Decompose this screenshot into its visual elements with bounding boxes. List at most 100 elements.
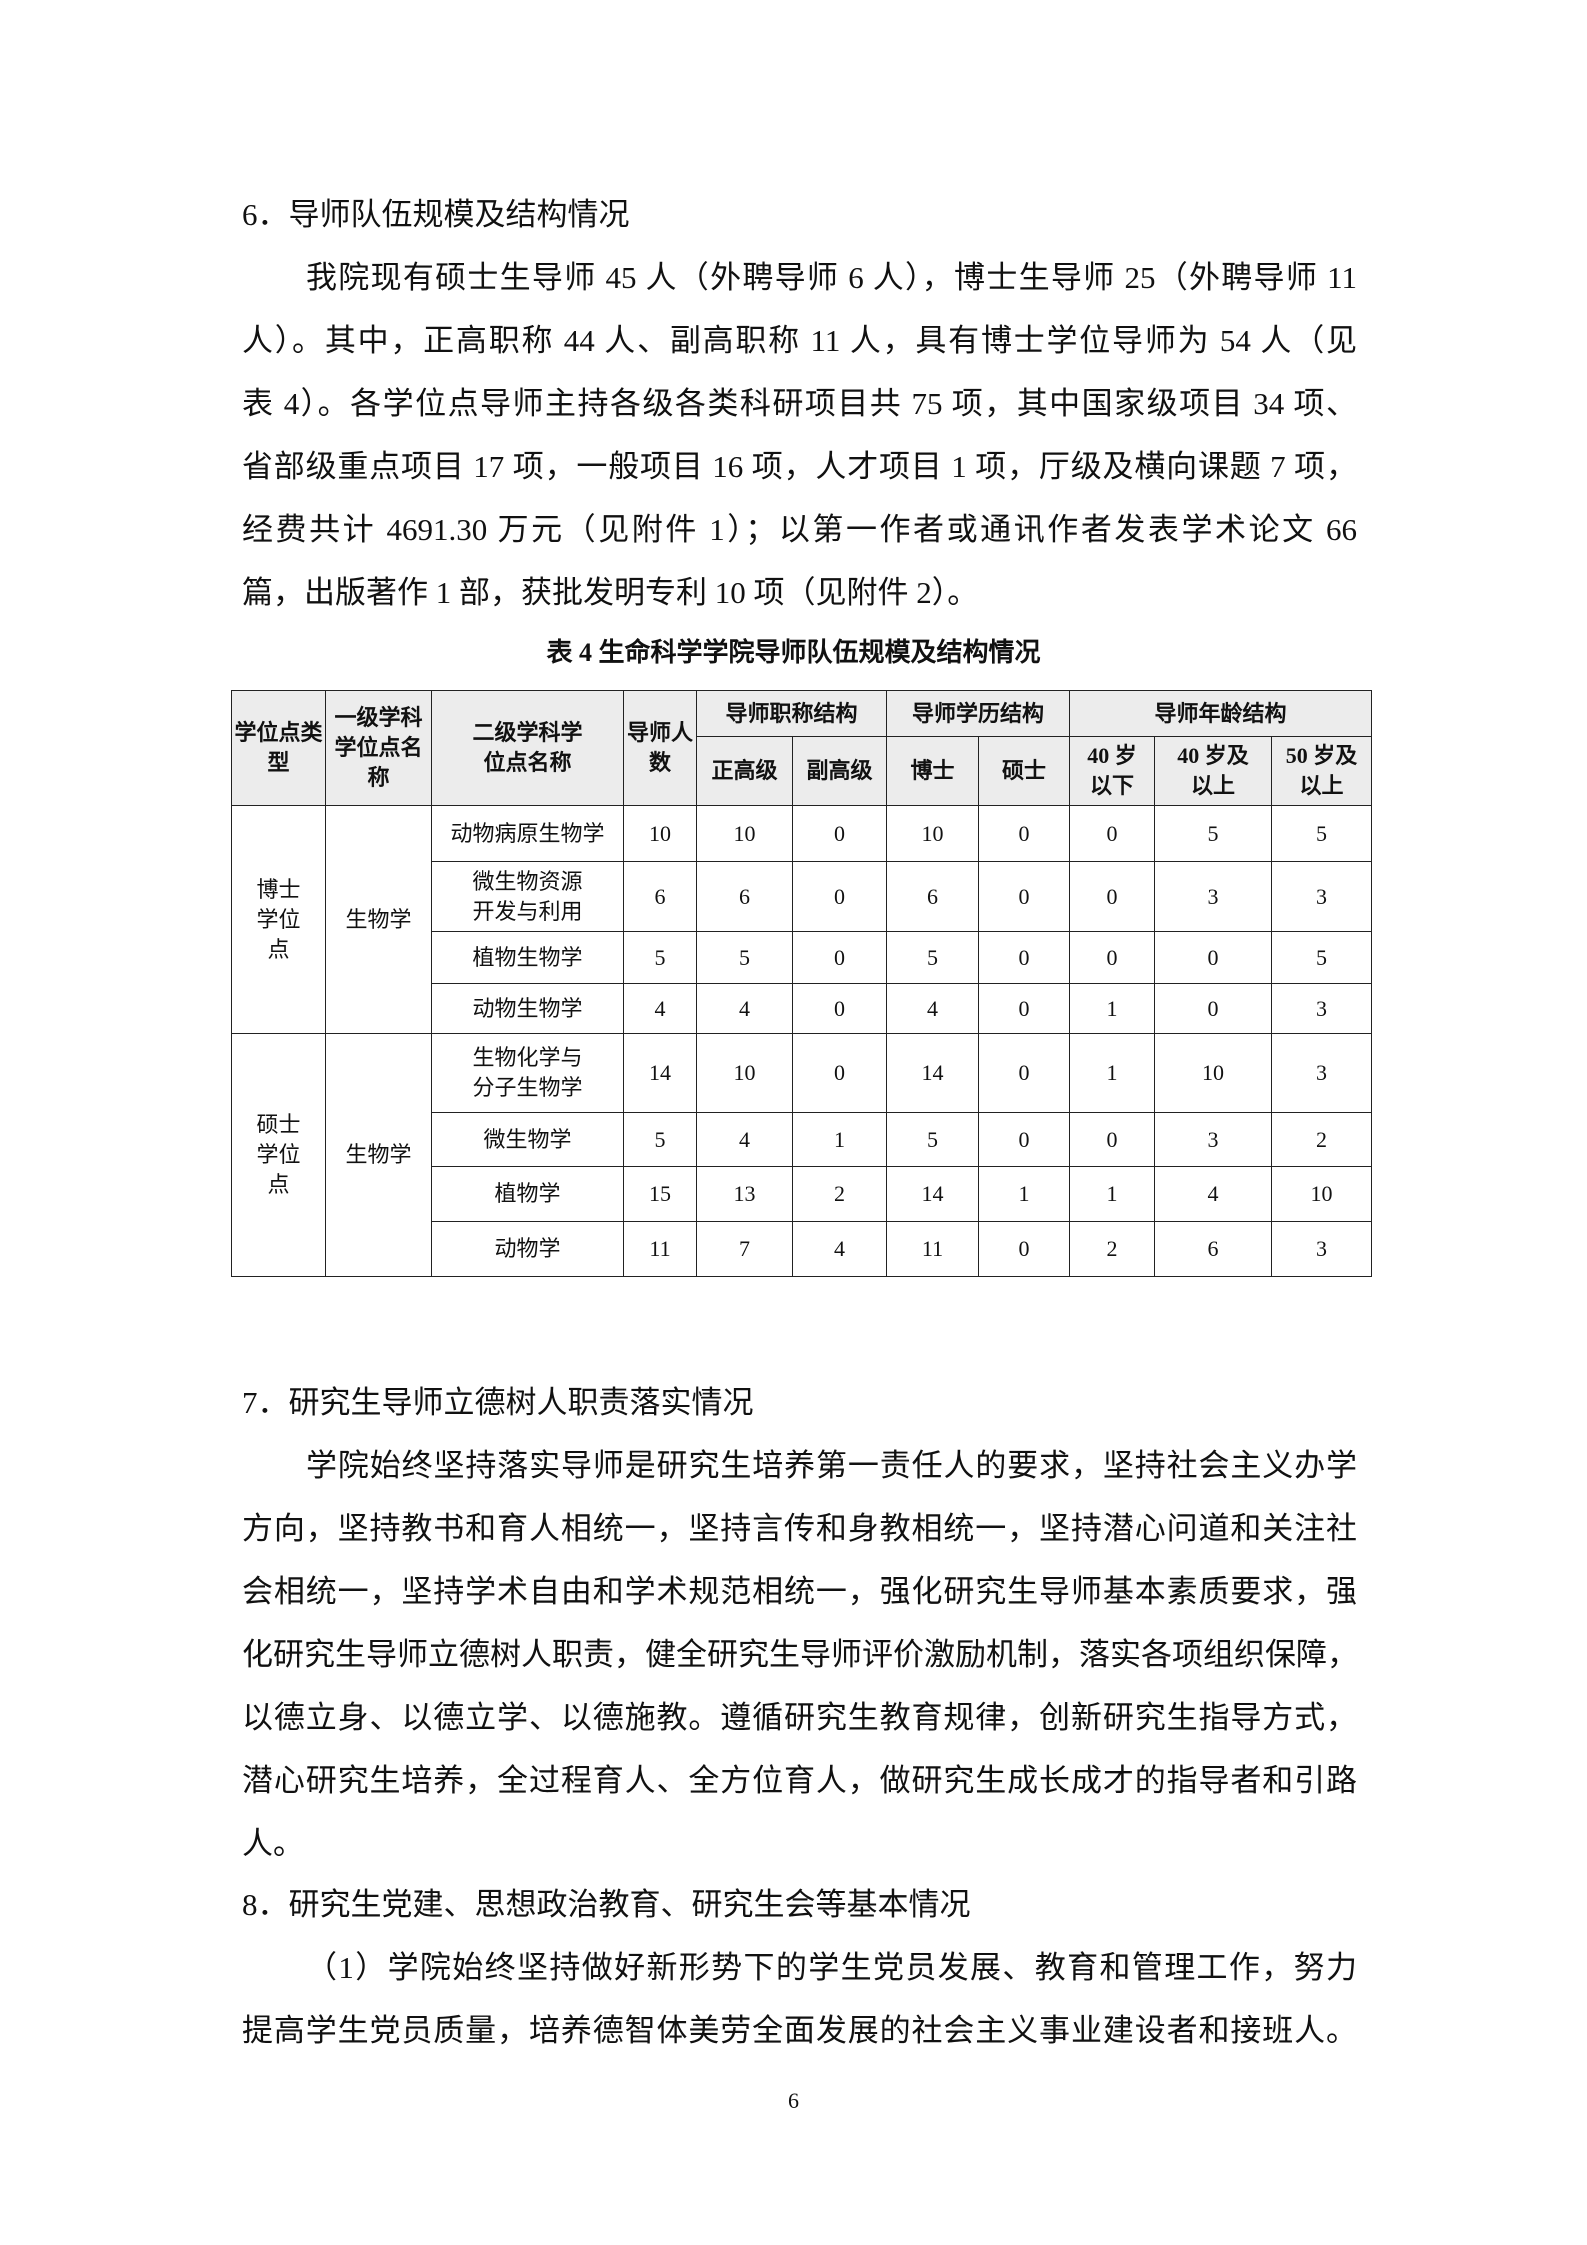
value-cell: 5 bbox=[886, 931, 980, 984]
paragraph-line: 以德立身、以德立学、以德施教。遵循研究生教育规律，创新研究生指导方式， bbox=[242, 1700, 1357, 1735]
value-cell: 5 bbox=[1154, 805, 1273, 862]
value-cell: 0 bbox=[1069, 1112, 1156, 1167]
paragraph-line: 经费共计 4691.30 万元（见附件 1）；以第一作者或通讯作者发表学术论文 … bbox=[242, 512, 1357, 547]
value-cell: 1 bbox=[791, 1112, 888, 1167]
value-cell: 10 bbox=[1154, 1033, 1273, 1113]
table-row: 微生物学 5 4 1 5 0 0 3 2 bbox=[232, 1112, 1373, 1167]
paragraph-line: 会相统一，坚持学术自由和学术规范相统一，强化研究生导师基本素质要求，强 bbox=[242, 1574, 1357, 1609]
first-level-cell: 生物学 bbox=[325, 1033, 432, 1277]
value-cell: 0 bbox=[1154, 983, 1273, 1034]
value-cell: 3 bbox=[1154, 861, 1273, 932]
advisor-structure-table: 学位点类型 一级学科学位点名称 二级学科学位点名称 导师人数 导师职称结构 导师… bbox=[231, 690, 1373, 1277]
header-sub: 50 岁及以上 bbox=[1271, 736, 1373, 806]
header-sub: 40 岁以下 bbox=[1069, 736, 1156, 806]
value-cell: 3 bbox=[1271, 983, 1373, 1034]
value-cell: 2 bbox=[1271, 1112, 1373, 1167]
value-cell: 0 bbox=[978, 805, 1071, 862]
table-row: 微生物资源开发与利用 6 6 0 6 0 0 3 3 bbox=[232, 861, 1373, 932]
value-cell: 1 bbox=[1069, 983, 1156, 1034]
value-cell: 4 bbox=[696, 983, 793, 1034]
second-level-cell: 植物生物学 bbox=[431, 931, 624, 984]
value-cell: 14 bbox=[886, 1033, 980, 1113]
value-cell: 1 bbox=[978, 1166, 1071, 1222]
second-level-cell: 生物化学与分子生物学 bbox=[431, 1033, 624, 1113]
value-cell: 0 bbox=[978, 983, 1071, 1034]
value-cell: 0 bbox=[791, 931, 888, 984]
paragraph-line: 人）。其中，正高职称 44 人、副高职称 11 人，具有博士学位导师为 54 人… bbox=[242, 323, 1357, 358]
value-cell: 0 bbox=[791, 1033, 888, 1113]
value-cell: 4 bbox=[696, 1112, 793, 1167]
table-row: 植物生物学 5 5 0 5 0 0 0 5 bbox=[232, 931, 1373, 984]
paragraph-line: 省部级重点项目 17 项，一般项目 16 项，人才项目 1 项，厅级及横向课题 … bbox=[242, 449, 1357, 484]
paragraph-line: 学院始终坚持落实导师是研究生培养第一责任人的要求，坚持社会主义办学 bbox=[306, 1448, 1357, 1483]
second-level-cell: 动物病原生物学 bbox=[431, 805, 624, 862]
value-cell: 0 bbox=[978, 861, 1071, 932]
paragraph-line: 表 4）。各学位点导师主持各级各类科研项目共 75 项，其中国家级项目 34 项… bbox=[242, 386, 1357, 421]
value-cell: 7 bbox=[696, 1221, 793, 1277]
header-second-level: 二级学科学位点名称 bbox=[431, 690, 624, 806]
value-cell: 11 bbox=[886, 1221, 980, 1277]
value-cell: 14 bbox=[623, 1033, 697, 1113]
value-cell: 10 bbox=[623, 805, 697, 862]
paragraph-line: （1）学院始终坚持做好新形势下的学生党员发展、教育和管理工作，努力 bbox=[306, 1950, 1357, 1985]
value-cell: 2 bbox=[1069, 1221, 1156, 1277]
header-age-group: 导师年龄结构 bbox=[1069, 690, 1373, 737]
value-cell: 10 bbox=[1271, 1166, 1373, 1222]
header-count: 导师人数 bbox=[623, 690, 697, 806]
value-cell: 0 bbox=[978, 1033, 1071, 1113]
value-cell: 0 bbox=[791, 983, 888, 1034]
second-level-cell: 微生物资源开发与利用 bbox=[431, 861, 624, 932]
second-level-cell: 动物生物学 bbox=[431, 983, 624, 1034]
value-cell: 3 bbox=[1271, 1221, 1373, 1277]
value-cell: 13 bbox=[696, 1166, 793, 1222]
header-sub: 博士 bbox=[886, 736, 980, 806]
paragraph-line: 篇，出版著作 1 部，获批发明专利 10 项（见附件 2）。 bbox=[242, 575, 979, 610]
value-cell: 1 bbox=[1069, 1166, 1156, 1222]
value-cell: 3 bbox=[1271, 1033, 1373, 1113]
first-level-cell: 生物学 bbox=[325, 805, 432, 1034]
value-cell: 4 bbox=[623, 983, 697, 1034]
value-cell: 0 bbox=[1069, 805, 1156, 862]
header-edu-group: 导师学历结构 bbox=[886, 690, 1071, 737]
value-cell: 14 bbox=[886, 1166, 980, 1222]
value-cell: 5 bbox=[696, 931, 793, 984]
header-sub: 正高级 bbox=[696, 736, 793, 806]
second-level-cell: 动物学 bbox=[431, 1221, 624, 1277]
table-caption: 表 4 生命科学学院导师队伍规模及结构情况 bbox=[546, 638, 1041, 667]
value-cell: 4 bbox=[1154, 1166, 1273, 1222]
header-first-level: 一级学科学位点名称 bbox=[325, 690, 432, 806]
page-number: 6 bbox=[788, 2088, 799, 2113]
value-cell: 0 bbox=[1069, 861, 1156, 932]
value-cell: 0 bbox=[978, 931, 1071, 984]
value-cell: 6 bbox=[696, 861, 793, 932]
header-sub: 40 岁及以上 bbox=[1154, 736, 1273, 806]
value-cell: 4 bbox=[886, 983, 980, 1034]
value-cell: 6 bbox=[623, 861, 697, 932]
value-cell: 3 bbox=[1271, 861, 1373, 932]
value-cell: 5 bbox=[1271, 805, 1373, 862]
value-cell: 2 bbox=[791, 1166, 888, 1222]
value-cell: 5 bbox=[623, 931, 697, 984]
second-level-cell: 微生物学 bbox=[431, 1112, 624, 1167]
header-title-group: 导师职称结构 bbox=[695, 690, 888, 737]
header-sub: 硕士 bbox=[978, 736, 1071, 806]
degree-type-cell: 硕士学位点 bbox=[231, 1033, 326, 1277]
second-level-cell: 植物学 bbox=[431, 1166, 624, 1222]
paragraph-line: 人。 bbox=[242, 1826, 304, 1861]
section7-heading: 7．研究生导师立德树人职责落实情况 bbox=[242, 1385, 754, 1420]
section8-heading: 8．研究生党建、思想政治教育、研究生会等基本情况 bbox=[242, 1887, 971, 1922]
value-cell: 6 bbox=[886, 861, 980, 932]
value-cell: 5 bbox=[623, 1112, 697, 1167]
value-cell: 0 bbox=[791, 861, 888, 932]
paragraph-line: 提高学生党员质量，培养德智体美劳全面发展的社会主义事业建设者和接班人。 bbox=[242, 2013, 1357, 2048]
paragraph-line: 我院现有硕士生导师 45 人（外聘导师 6 人），博士生导师 25（外聘导师 1… bbox=[306, 260, 1357, 295]
value-cell: 3 bbox=[1154, 1112, 1273, 1167]
paragraph-line: 潜心研究生培养，全过程育人、全方位育人，做研究生成长成才的指导者和引路 bbox=[242, 1763, 1357, 1798]
value-cell: 11 bbox=[623, 1221, 697, 1277]
header-sub: 副高级 bbox=[791, 736, 888, 806]
value-cell: 0 bbox=[1154, 931, 1273, 984]
paragraph-line: 化研究生导师立德树人职责，健全研究生导师评价激励机制，落实各项组织保障， bbox=[242, 1637, 1358, 1672]
table-row: 动物学 11 7 4 11 0 2 6 3 bbox=[232, 1221, 1373, 1277]
header-type: 学位点类型 bbox=[231, 690, 326, 806]
table-row: 博士学位点 生物学 动物病原生物学 10 10 0 10 0 0 5 5 bbox=[231, 805, 1373, 1034]
